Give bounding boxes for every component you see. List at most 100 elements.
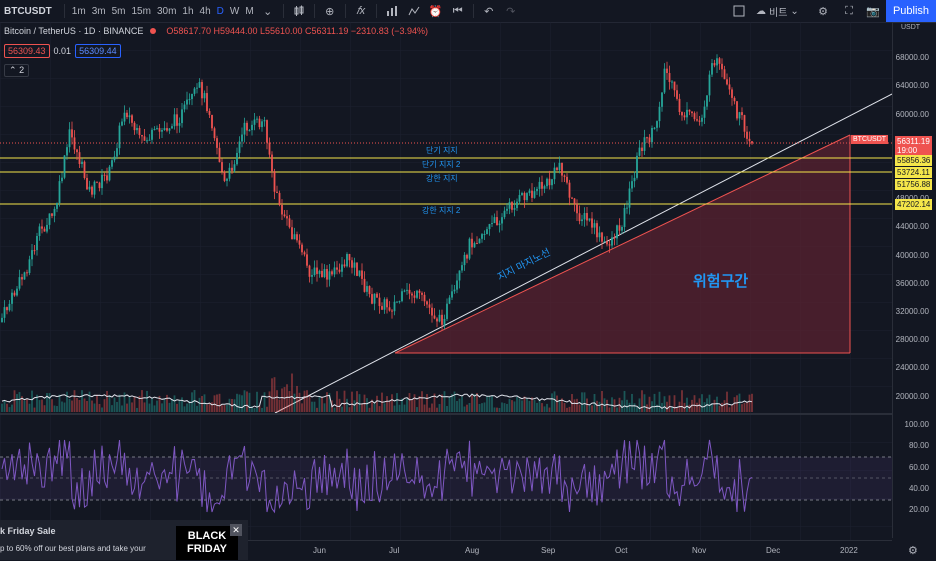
candle-body	[36, 236, 38, 251]
volume-bar	[211, 402, 213, 412]
volume-bar	[271, 378, 273, 412]
chart-canvas[interactable]	[0, 22, 892, 540]
time-tick: Aug	[465, 546, 480, 555]
volume-bar	[256, 391, 258, 412]
candle-body	[53, 208, 56, 216]
candle-body	[243, 122, 246, 135]
candle-body	[683, 115, 686, 118]
redo-icon[interactable]: ↷	[506, 5, 516, 18]
layout-icon[interactable]	[730, 2, 748, 20]
candle-body	[241, 134, 243, 142]
timeframe-30m[interactable]: 30m	[156, 5, 177, 17]
candle-body	[546, 178, 548, 187]
templates-icon[interactable]	[405, 2, 423, 20]
timeframe-1h[interactable]: 1h	[182, 5, 194, 17]
candle-body	[698, 120, 701, 122]
volume-bar	[536, 402, 538, 412]
candle-body	[251, 124, 253, 131]
undo-icon[interactable]: ↶	[484, 5, 494, 18]
candle-body	[216, 138, 218, 148]
candle-body	[731, 89, 733, 98]
gear-icon[interactable]: ⚙	[818, 5, 828, 18]
candle-body	[596, 223, 598, 238]
candle-body	[358, 270, 361, 276]
market-status-dot	[149, 28, 156, 34]
volume-bar	[516, 396, 518, 412]
candle-body	[321, 270, 323, 278]
candle-body	[598, 232, 601, 238]
rsi-tick: 40.00	[908, 484, 929, 493]
timeframe-w[interactable]: W	[229, 5, 240, 17]
promo-banner[interactable]: k Friday Sale p to 60% off our best plan…	[0, 520, 248, 560]
volume-bar	[83, 398, 86, 412]
volume-bar	[696, 402, 698, 412]
volume-bar	[166, 394, 168, 412]
timeframe-3m[interactable]: 3m	[91, 5, 106, 17]
candle-body	[236, 152, 238, 165]
volume-bar	[751, 393, 753, 412]
candle-body	[111, 160, 113, 167]
candle-body	[13, 292, 16, 296]
time-axis[interactable]: Jun Jul Aug Sep Oct Nov Dec 2022 ⚙	[0, 540, 918, 561]
rsi-tick: 60.00	[908, 463, 929, 472]
volume-bar	[361, 403, 363, 412]
compare-cloud-button[interactable]: ☁ 비트 ⌄	[756, 4, 799, 19]
timeframe-d[interactable]: D	[216, 5, 224, 17]
price-axis[interactable]: USDT 68000.00 64000.00 60000.00 48000.00…	[892, 22, 936, 538]
indicators-icon[interactable]: 𝑓x	[356, 4, 366, 17]
timeframe-4h[interactable]: 4h	[199, 5, 211, 17]
volume-bar	[563, 403, 566, 412]
candle-body	[556, 167, 558, 170]
timeframe-m[interactable]: M	[245, 5, 254, 17]
gear-icon[interactable]: ⚙	[908, 545, 918, 557]
volume-bar	[121, 405, 123, 412]
support-trendline[interactable]	[274, 93, 892, 414]
volume-bar	[578, 404, 581, 412]
candle-body	[388, 307, 391, 311]
volume-bar	[708, 394, 711, 412]
collapse-indicators-button[interactable]: ⌃ 2	[4, 64, 30, 77]
rsi-tick: 100.00	[904, 420, 929, 429]
promo-image[interactable]: BLACK FRIDAY	[176, 526, 238, 560]
fullscreen-icon[interactable]: ⛶	[845, 4, 853, 17]
chevron-down-icon[interactable]: ⌄	[263, 5, 273, 18]
volume-bar	[721, 402, 723, 412]
replay-icon[interactable]: ⏮	[452, 4, 463, 17]
buy-button[interactable]: 56309.44	[75, 44, 121, 58]
candle-body	[381, 306, 383, 310]
candles-icon[interactable]	[290, 2, 308, 20]
volume-bar	[86, 400, 88, 412]
volume-bar	[353, 400, 356, 412]
volume-bar	[53, 405, 56, 412]
volume-bar	[591, 405, 593, 412]
camera-icon[interactable]: 📷	[866, 5, 880, 18]
volume-bar	[661, 402, 663, 412]
candle-body	[431, 307, 433, 316]
candle-body	[138, 128, 141, 136]
financials-icon[interactable]	[383, 2, 401, 20]
sell-button[interactable]: 56309.43	[4, 44, 50, 58]
volume-bar	[213, 395, 216, 412]
candle-body	[538, 181, 541, 189]
candle-body	[448, 297, 451, 304]
timeframe-5m[interactable]: 5m	[111, 5, 126, 17]
volume-bar	[388, 401, 391, 412]
candle-body	[716, 58, 718, 66]
candle-body	[291, 227, 293, 240]
volume-bar	[628, 402, 631, 412]
candle-body	[553, 167, 556, 180]
candle-body	[296, 234, 298, 241]
symbol-search-button[interactable]: BTCUSDT	[4, 5, 52, 17]
symbol-price-tag: BTCUSDT	[851, 135, 889, 144]
candle-body	[613, 237, 616, 239]
candle-body	[61, 177, 63, 182]
timeframe-1m[interactable]: 1m	[71, 5, 86, 17]
timeframe-15m[interactable]: 15m	[131, 5, 151, 17]
publish-button[interactable]: Publish	[886, 0, 936, 22]
volume-bar	[163, 399, 166, 412]
alert-icon[interactable]: ⏰	[428, 5, 443, 18]
candle-body	[258, 118, 261, 128]
candle-body	[28, 259, 31, 274]
close-icon[interactable]: ✕	[230, 524, 242, 536]
add-compare-icon[interactable]: ⊕	[325, 5, 335, 18]
